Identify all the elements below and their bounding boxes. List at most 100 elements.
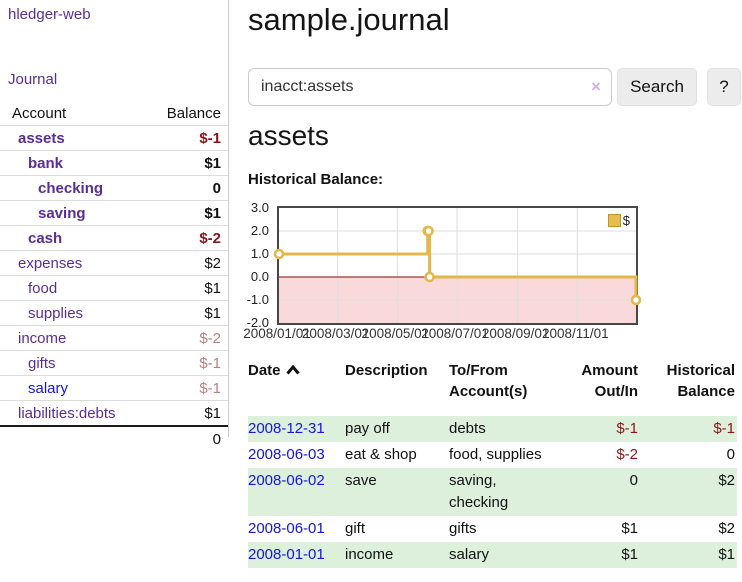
account-balance: $1 [204, 404, 221, 422]
y-tick-label: 1.0 [250, 246, 269, 261]
transaction-date-link[interactable]: 2008-06-03 [248, 446, 325, 463]
register-column-header: Amount Out/In [581, 362, 638, 400]
balance-chart: $ [273, 206, 642, 325]
account-link-salary[interactable]: salary [28, 379, 69, 397]
y-tick-label: 3.0 [250, 200, 269, 215]
sidebar-item-journal[interactable]: Journal [8, 71, 58, 88]
description-cell: eat & shop [345, 446, 417, 463]
to-from-accounts-cell: food, supplies [449, 446, 542, 463]
description-cell: save [345, 472, 377, 489]
account-balance: $-1 [199, 354, 221, 372]
transaction-date-link[interactable]: 2008-06-02 [248, 472, 325, 489]
account-row: food $1 [0, 275, 228, 300]
chart-legend: $ [607, 213, 630, 228]
description-cell: gift [345, 520, 366, 537]
description-cell: pay off [345, 420, 390, 437]
x-tick-label: 2008/05/01 [361, 326, 430, 341]
register-table-body: 2008-12-31 pay off debts $-1 $-1 2008-06-03 ea… [248, 416, 737, 568]
search-button[interactable]: Search [617, 68, 697, 106]
historical-balance-cell: $1 [718, 546, 735, 563]
account-row: expenses $2 [0, 250, 228, 275]
account-link-expenses[interactable]: expenses [18, 254, 83, 272]
account-row: assets $-1 [0, 125, 228, 150]
to-from-accounts-cell: gifts [449, 520, 477, 537]
x-tick-label: 2008/11/01 [542, 326, 609, 341]
account-row: cash $-2 [0, 225, 228, 250]
to-from-accounts-cell: saving, checking [449, 472, 509, 511]
x-axis-labels: 2008/01/01 2008/03/01 2008/05/01 2008/07/01… [243, 326, 634, 342]
register-table: Date Description To/From Account(s) Amount … [248, 360, 737, 568]
legend-series-label: $ [622, 213, 630, 228]
to-from-accounts-cell: debts [449, 420, 486, 437]
date-cell: 2008-12-31 [248, 416, 345, 442]
description-cell: income [345, 546, 394, 563]
chart-title: Historical Balance: [248, 171, 384, 188]
x-tick-label: 2008/03/01 [301, 326, 370, 341]
app-title-link[interactable]: hledger-web [8, 6, 91, 23]
account-link-bank[interactable]: bank [28, 154, 64, 172]
register-column-header: Historical Balance [666, 362, 735, 400]
account-link-checking[interactable]: checking [38, 179, 104, 197]
transaction-row: 2008-12-31 pay off debts $-1 $-1 [248, 416, 737, 442]
register-column-header[interactable]: Date [248, 360, 345, 416]
transaction-row: 2008-06-02 save saving, checking 0 $2 [248, 468, 737, 516]
amount-cell: $1 [621, 520, 638, 537]
account-balance: $2 [204, 254, 221, 272]
account-link-food[interactable]: food [28, 279, 58, 297]
register-column-header: Description [345, 362, 428, 379]
account-row: liabilities:debts $1 [0, 400, 228, 425]
register-column-header: To/From Account(s) [449, 362, 528, 400]
account-link-cash[interactable]: cash [28, 229, 63, 247]
y-tick-label: 2.0 [250, 223, 269, 238]
balance-chart-svg [273, 208, 642, 323]
clear-search-icon[interactable]: × [591, 77, 601, 96]
account-row: saving $1 [0, 200, 228, 225]
account-link-gifts[interactable]: gifts [28, 354, 56, 372]
register-header-row: Date Description To/From Account(s) Amount … [248, 360, 737, 416]
y-tick-label: 0.0 [250, 269, 269, 284]
account-link-income[interactable]: income [18, 329, 67, 347]
sort-ascending-icon [285, 360, 300, 381]
historical-balance-cell: 0 [726, 446, 735, 463]
legend-swatch-icon [607, 214, 621, 227]
account-column-header: Account [12, 104, 67, 122]
accounts-total-value: 0 [212, 430, 221, 448]
amount-cell: 0 [629, 472, 638, 489]
y-tick-label: -2.0 [246, 315, 269, 330]
y-axis-labels: 3.0 2.0 1.0 0.0 -1.0 -2.0 [238, 200, 272, 330]
account-balance: $1 [204, 279, 221, 297]
date-cell: 2008-06-03 [248, 442, 345, 468]
historical-balance-cell: $-1 [713, 420, 735, 437]
x-tick-label: 2008/01/01 [243, 326, 311, 341]
current-account-heading: assets [248, 120, 329, 151]
transaction-row: 2008-06-01 gift gifts $1 $2 [248, 516, 737, 542]
x-tick-label: 2008/09/01 [481, 326, 550, 341]
to-from-accounts-cell: salary [449, 546, 490, 563]
accounts-table-body: assets $-1 bank $1 checking 0 saving $1 cash $-2 e… [0, 125, 228, 425]
accounts-table-header: Account Balance [0, 101, 228, 125]
transaction-date-link[interactable]: 2008-06-01 [248, 520, 325, 537]
x-tick-label: 2008/07/01 [421, 326, 489, 341]
date-cell: 2008-06-02 [248, 468, 345, 516]
amount-cell: $1 [621, 546, 638, 563]
accounts-total-row: 0 [0, 425, 228, 451]
transaction-date-link[interactable]: 2008-01-01 [248, 546, 325, 563]
account-balance: $-1 [199, 129, 221, 147]
account-balance: $-1 [199, 379, 221, 397]
transaction-date-link[interactable]: 2008-12-31 [248, 420, 325, 437]
help-button[interactable]: ? [707, 68, 741, 106]
account-balance: $-2 [199, 229, 221, 247]
page-title: sample.journal [248, 2, 450, 37]
account-link-saving[interactable]: saving [38, 204, 86, 222]
historical-balance-cell: $2 [718, 520, 735, 537]
account-link-supplies[interactable]: supplies [28, 304, 84, 322]
transaction-row: 2008-06-03 eat & shop food, supplies $-2 0 [248, 442, 737, 468]
accounts-table: Account Balance assets $-1 bank $1 checking 0… [0, 101, 228, 451]
account-link-assets[interactable]: assets [18, 129, 65, 147]
balance-column-header: Balance [166, 104, 221, 122]
account-row: supplies $1 [0, 300, 228, 325]
account-balance: $1 [204, 304, 221, 322]
search-input[interactable] [248, 68, 612, 106]
account-link-liabilities-debts[interactable]: liabilities:debts [18, 404, 116, 422]
account-row: checking 0 [0, 175, 228, 200]
